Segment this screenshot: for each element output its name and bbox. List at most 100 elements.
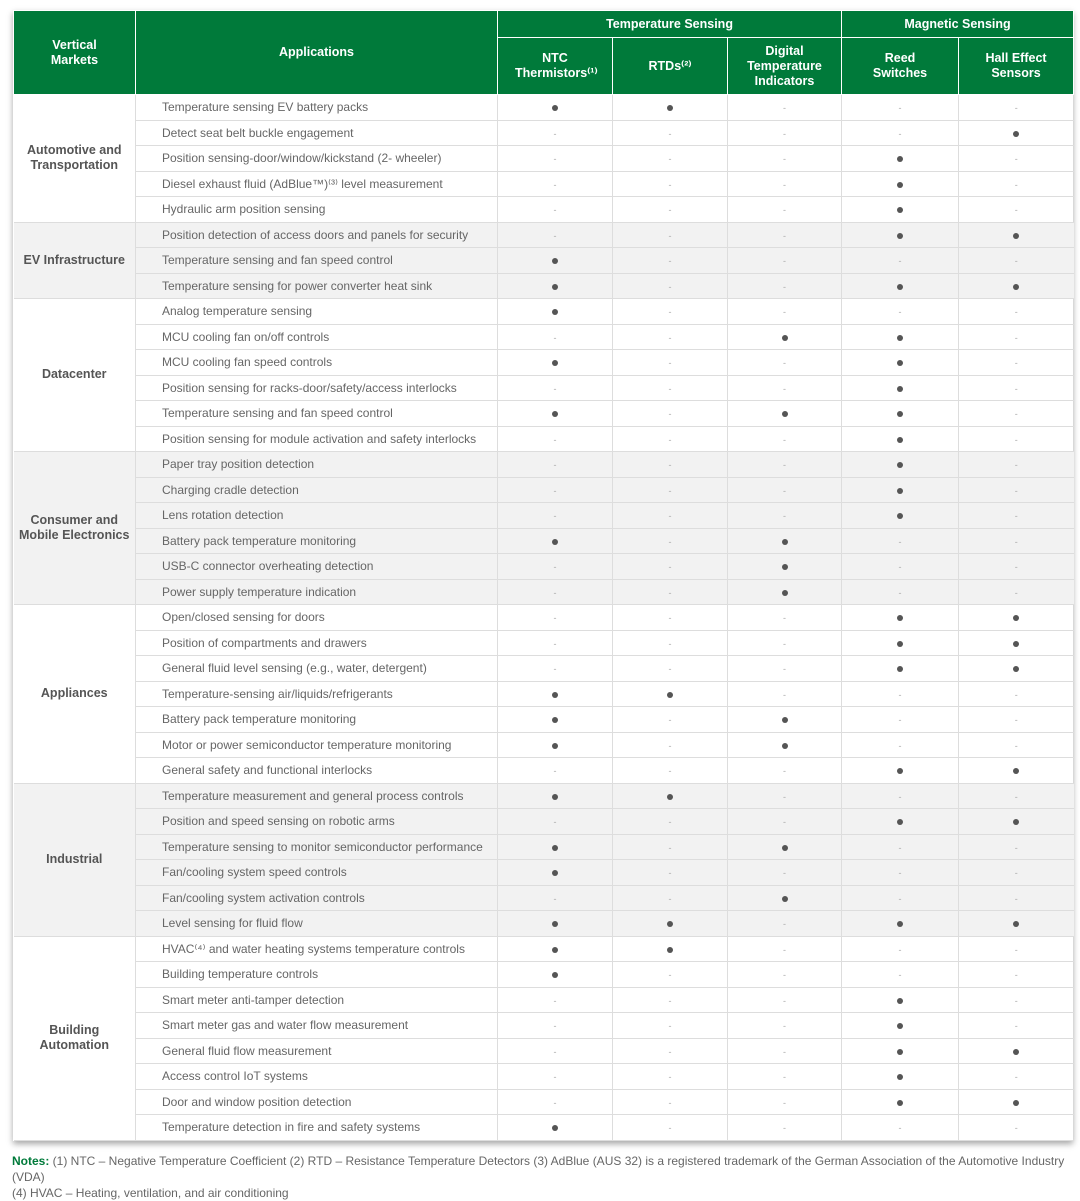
supported-cell xyxy=(726,732,842,758)
not-supported-cell: - xyxy=(958,579,1074,605)
dash-icon: - xyxy=(1014,205,1018,216)
dash-icon: - xyxy=(898,842,902,853)
not-supported-cell: - xyxy=(841,553,959,580)
supported-cell xyxy=(958,655,1074,682)
not-supported-cell: - xyxy=(612,502,728,529)
dash-icon: - xyxy=(783,995,786,1006)
dash-icon: - xyxy=(783,358,786,369)
supported-cell xyxy=(726,885,842,911)
dot-icon xyxy=(897,615,904,622)
dash-icon: - xyxy=(783,944,786,955)
table-row: Charging cradle detection - - - - xyxy=(14,477,1074,503)
not-supported-cell: - xyxy=(958,732,1074,758)
not-supported-cell: - xyxy=(958,783,1074,809)
not-supported-cell: - xyxy=(612,171,728,197)
not-supported-cell: - xyxy=(958,94,1074,121)
supported-cell xyxy=(497,681,613,707)
not-supported-cell: - xyxy=(497,987,613,1013)
not-supported-cell: - xyxy=(958,426,1074,452)
table-row: Hydraulic arm position sensing - - - - xyxy=(14,196,1074,223)
dash-icon: - xyxy=(783,1021,786,1032)
supported-cell xyxy=(841,1063,959,1090)
dash-icon: - xyxy=(668,842,672,853)
not-supported-cell: - xyxy=(726,604,842,631)
not-supported-cell: - xyxy=(841,528,959,554)
vertical-market-cell: EV Infrastructure xyxy=(13,222,136,299)
vertical-market-cell: Building Automation xyxy=(13,936,136,1141)
dot-icon xyxy=(897,385,904,392)
not-supported-cell: - xyxy=(958,451,1074,478)
header-rtds: RTDs⁽²⁾ xyxy=(612,37,728,95)
application-cell: Battery pack temperature monitoring xyxy=(135,706,498,733)
supported-cell xyxy=(612,783,728,809)
not-supported-cell: - xyxy=(726,987,842,1013)
dash-icon: - xyxy=(898,944,902,955)
not-supported-cell: - xyxy=(726,298,842,325)
dash-icon: - xyxy=(783,154,786,165)
dash-icon: - xyxy=(783,103,786,114)
dash-icon: - xyxy=(668,587,672,598)
dash-icon: - xyxy=(553,817,557,828)
supported-cell xyxy=(497,528,613,554)
dash-icon: - xyxy=(898,740,902,751)
dash-icon: - xyxy=(553,995,557,1006)
application-cell: Temperature sensing and fan speed contro… xyxy=(135,247,498,274)
table-row: Temperature sensing for power converter … xyxy=(14,273,1074,299)
supported-cell xyxy=(497,910,613,937)
dot-icon xyxy=(897,334,904,341)
dot-icon xyxy=(1013,1048,1020,1055)
not-supported-cell: - xyxy=(958,961,1074,988)
supported-cell xyxy=(726,400,842,427)
dash-icon: - xyxy=(553,1046,557,1057)
dot-icon xyxy=(1013,1099,1020,1106)
table-body: Automotive and Transportation Temperature… xyxy=(13,94,1074,1141)
dash-icon: - xyxy=(783,919,786,930)
not-supported-cell: - xyxy=(612,426,728,452)
dash-icon: - xyxy=(783,868,786,879)
dash-icon: - xyxy=(783,1072,786,1083)
supported-cell xyxy=(497,273,613,299)
vertical-market-cell: Datacenter xyxy=(13,298,136,452)
table-row: Diesel exhaust fluid (AdBlue™)⁽³⁾ level … xyxy=(14,171,1074,197)
dash-icon: - xyxy=(553,562,557,573)
dot-icon xyxy=(1013,921,1020,928)
not-supported-cell: - xyxy=(612,961,728,988)
table-row: Automotive and Transportation Temperature… xyxy=(13,94,1074,223)
dash-icon: - xyxy=(783,511,786,522)
application-cell: Fan/cooling system activation controls xyxy=(135,885,498,911)
dot-icon xyxy=(897,921,904,928)
dash-icon: - xyxy=(668,1046,672,1057)
supported-cell xyxy=(497,1114,613,1141)
dash-icon: - xyxy=(668,766,672,777)
table-row: Smart meter anti-tamper detection - - - - xyxy=(14,987,1074,1013)
application-cell: Diesel exhaust fluid (AdBlue™)⁽³⁾ level … xyxy=(135,171,498,197)
supported-cell xyxy=(958,630,1074,656)
dot-icon xyxy=(1013,819,1020,826)
dash-icon: - xyxy=(668,128,672,139)
application-cell: Smart meter anti-tamper detection xyxy=(135,987,498,1013)
dash-icon: - xyxy=(553,154,557,165)
dash-icon: - xyxy=(668,562,672,573)
not-supported-cell: - xyxy=(612,1038,728,1064)
not-supported-cell: - xyxy=(612,859,728,886)
supported-cell xyxy=(958,1038,1074,1064)
dash-icon: - xyxy=(668,230,672,241)
dot-icon xyxy=(781,742,788,749)
dot-icon xyxy=(667,105,673,112)
supported-cell xyxy=(841,1012,959,1039)
dash-icon: - xyxy=(898,536,902,547)
not-supported-cell: - xyxy=(612,706,728,733)
dash-icon: - xyxy=(783,205,786,216)
table-row: Level sensing for fluid flow - xyxy=(14,910,1074,937)
not-supported-cell: - xyxy=(958,987,1074,1013)
application-cell: General fluid flow measurement xyxy=(135,1038,498,1064)
not-supported-cell: - xyxy=(497,145,613,172)
dot-icon xyxy=(1013,615,1020,622)
dot-icon xyxy=(781,538,788,545)
supported-cell xyxy=(841,451,959,478)
dash-icon: - xyxy=(668,1021,672,1032)
application-cell: General safety and functional interlocks xyxy=(135,757,498,784)
dash-icon: - xyxy=(1014,154,1018,165)
not-supported-cell: - xyxy=(958,553,1074,580)
header-magnetic-sensing: Magnetic Sensing xyxy=(841,10,1075,38)
